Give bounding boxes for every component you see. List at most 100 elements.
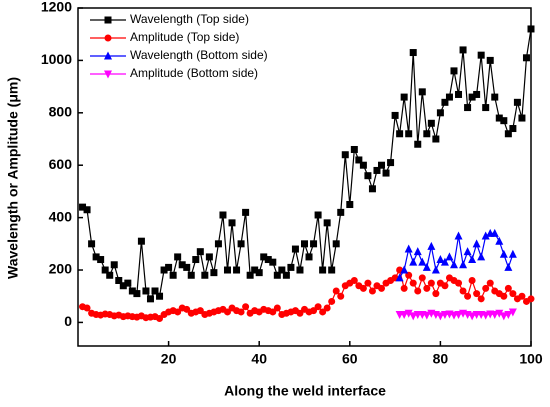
marker: [79, 203, 87, 211]
marker: [436, 312, 445, 321]
marker: [436, 255, 445, 264]
marker: [133, 290, 141, 298]
marker: [183, 305, 191, 313]
marker: [504, 262, 513, 271]
marker: [518, 114, 526, 122]
marker: [513, 98, 521, 106]
y-tick-label: 0: [64, 313, 72, 329]
marker: [454, 231, 463, 240]
marker: [355, 156, 363, 164]
marker: [423, 284, 431, 292]
marker: [233, 266, 241, 274]
marker: [101, 266, 109, 274]
marker: [287, 263, 295, 271]
marker: [146, 295, 154, 303]
marker: [328, 297, 336, 305]
marker: [409, 49, 417, 57]
marker: [504, 311, 513, 320]
marker: [228, 219, 236, 227]
marker: [400, 93, 408, 101]
marker: [432, 135, 440, 143]
marker: [323, 219, 331, 227]
marker: [432, 290, 440, 298]
marker: [382, 169, 390, 177]
marker: [522, 54, 530, 62]
marker: [214, 240, 222, 248]
marker: [264, 256, 272, 264]
marker: [115, 276, 123, 284]
x-tick-label: 60: [342, 351, 358, 367]
marker: [468, 312, 477, 321]
marker: [332, 287, 340, 295]
x-tick-label: 80: [433, 351, 449, 367]
y-axis-label: Wavelength or Amplitude (μm): [5, 77, 21, 279]
marker: [404, 244, 413, 253]
marker: [124, 279, 132, 287]
marker: [128, 287, 136, 295]
marker: [500, 292, 508, 300]
marker: [477, 295, 485, 303]
marker: [273, 304, 281, 312]
marker: [373, 166, 381, 174]
marker: [464, 104, 472, 112]
marker: [255, 269, 263, 277]
marker: [83, 304, 91, 312]
marker: [454, 311, 463, 320]
marker: [500, 117, 508, 125]
marker: [508, 308, 517, 317]
marker: [210, 269, 218, 277]
marker: [445, 252, 454, 261]
y-tick-label: 1200: [41, 0, 72, 15]
plot-frame: [77, 7, 532, 347]
marker: [88, 240, 96, 248]
marker: [151, 287, 159, 295]
marker: [499, 249, 508, 258]
marker: [463, 247, 472, 256]
marker: [359, 161, 367, 169]
marker: [459, 260, 468, 269]
marker: [350, 145, 358, 153]
marker: [169, 271, 177, 279]
marker: [395, 273, 404, 282]
legend-marker: [104, 51, 112, 60]
marker: [273, 271, 281, 279]
marker: [477, 51, 485, 59]
marker: [242, 303, 250, 311]
marker: [192, 256, 200, 264]
marker: [490, 311, 499, 320]
marker: [260, 253, 268, 261]
marker: [142, 287, 150, 295]
marker: [314, 211, 322, 219]
marker: [196, 248, 204, 256]
marker: [509, 290, 517, 298]
marker: [495, 236, 504, 245]
marker: [413, 247, 422, 256]
marker: [174, 253, 182, 261]
marker: [405, 130, 413, 138]
marker: [427, 279, 435, 287]
legend-label: Wavelength (Top side): [130, 12, 249, 26]
marker: [350, 276, 358, 284]
marker: [450, 67, 458, 75]
marker: [482, 284, 490, 292]
marker: [440, 257, 449, 266]
marker: [269, 308, 277, 316]
marker: [196, 307, 204, 315]
marker: [509, 125, 517, 133]
marker: [314, 303, 322, 311]
marker: [495, 309, 504, 318]
marker: [359, 284, 367, 292]
marker: [449, 260, 458, 269]
marker: [328, 266, 336, 274]
legend-marker: [104, 16, 112, 24]
marker: [219, 211, 227, 219]
marker: [468, 276, 476, 284]
marker: [441, 282, 449, 290]
marker: [404, 309, 413, 318]
marker: [464, 292, 472, 300]
marker: [237, 308, 245, 316]
marker: [106, 271, 114, 279]
marker: [400, 284, 408, 292]
legend-label: Amplitude (Bottom side): [130, 66, 258, 80]
marker: [310, 307, 318, 315]
